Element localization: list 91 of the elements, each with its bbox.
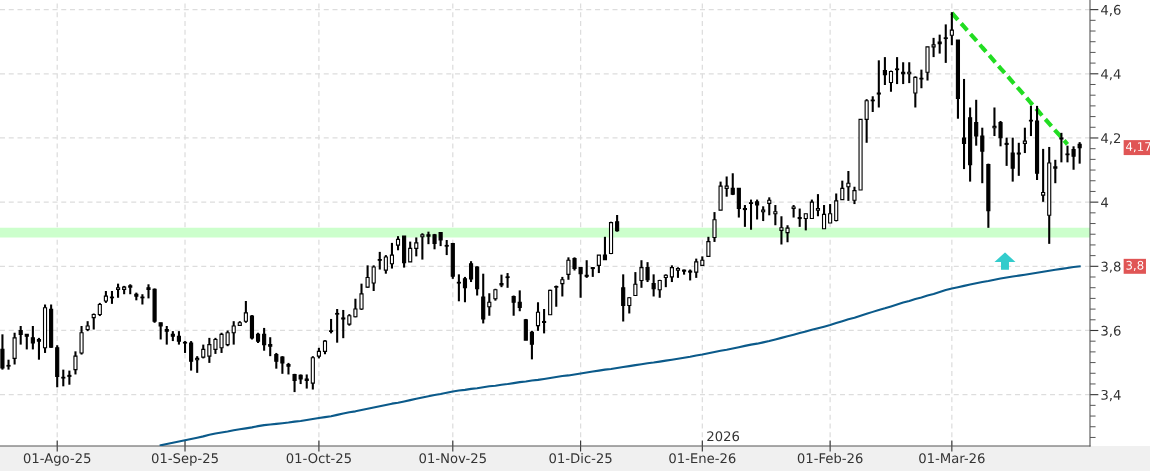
candlestick [268,336,273,358]
candlestick [468,260,474,284]
candlestick [961,77,967,171]
x-tick-label: 01-Ago-25 [23,453,91,466]
candlestick [456,273,461,303]
candlestick [335,307,340,344]
candlestick [414,236,419,258]
candlestick [164,324,169,346]
x-tick-label: 01-Sep-25 [151,453,218,466]
candlestick [974,98,979,147]
y-tick-label: 4,2 [1101,133,1121,145]
candlestick [943,23,948,64]
candlestick [36,336,42,361]
x-tick-label: 01-Dic-25 [549,452,612,464]
candlestick [651,273,656,298]
candlestick [828,203,833,225]
candlestick [846,169,851,202]
x-tick-label: 01-Oct-25 [286,453,351,464]
candlestick [755,198,760,221]
candlestick [1016,141,1021,177]
candlestick [554,284,559,308]
candlestick [365,264,370,289]
candlestick [1059,131,1064,164]
candlestick [499,273,504,289]
candlestick [1010,136,1015,183]
candlestick [748,198,754,231]
candlestick [980,126,985,185]
candlestick [1022,126,1027,155]
annotation: 2026 [707,431,740,442]
candlestick [535,301,541,332]
candlestick [1041,147,1046,203]
text: 3,8 [1126,260,1144,271]
candlestick [834,192,839,223]
candlestick [529,329,534,361]
candlestick [621,273,626,323]
candlestick [1053,158,1058,185]
candlestick [1077,141,1082,165]
candlestick [243,299,248,324]
candlestick [73,350,78,376]
candlestick [602,235,608,261]
text: 4,17 [1126,142,1150,153]
x-tick-label: 01-Feb-26 [797,452,863,464]
candlestick [560,275,565,298]
candlestick [712,211,717,243]
y-tick-label: 3,4 [1101,389,1121,402]
candlestick [389,241,395,270]
y-tick-label: 4,4 [1101,69,1121,81]
candlestick [475,265,480,297]
candlestick [12,331,17,366]
candlestick [18,324,23,346]
y-tick-label: 3,8 [1101,261,1121,273]
candlestick [462,275,468,304]
y-tick-label: 4,6 [1101,4,1121,17]
x-tick-label: 01-Mar-26 [919,453,985,464]
line-series [159,265,1081,446]
y-tick-label: 4 [1101,197,1109,208]
candlestick [341,308,346,340]
candlestick [30,324,35,351]
candlestick [736,187,741,219]
candlestick [894,56,900,86]
candlestick [408,240,413,263]
candlestick [821,203,827,230]
candlestick [815,193,821,218]
candlestick [542,307,547,335]
candlestick [937,33,942,55]
candlestick [694,257,699,279]
candlestick [262,326,267,352]
candlestick [742,203,748,228]
candlestick [882,56,887,87]
x-tick-label: 01-Ene-26 [669,453,736,464]
candlestick [1028,104,1034,138]
candlestick [949,11,954,47]
candlestick [383,254,388,275]
candlestick [840,179,845,201]
candlestick [1004,136,1009,167]
candlestick [773,203,778,227]
candlestick [249,314,255,341]
candlestick [876,59,881,109]
candlestick [189,340,194,372]
candlestick [633,271,638,297]
candlestick [809,198,814,220]
candlestick [797,207,802,228]
candlestick [481,272,486,325]
candlestick [231,320,236,346]
candlestick [286,361,291,376]
candlestick [487,292,492,317]
candlestick [371,264,376,293]
x-tick-label: 01-Nov-25 [419,453,486,464]
candlestick [79,324,84,356]
y-tick-label: 3,6 [1101,325,1121,338]
candlestick [517,289,522,313]
